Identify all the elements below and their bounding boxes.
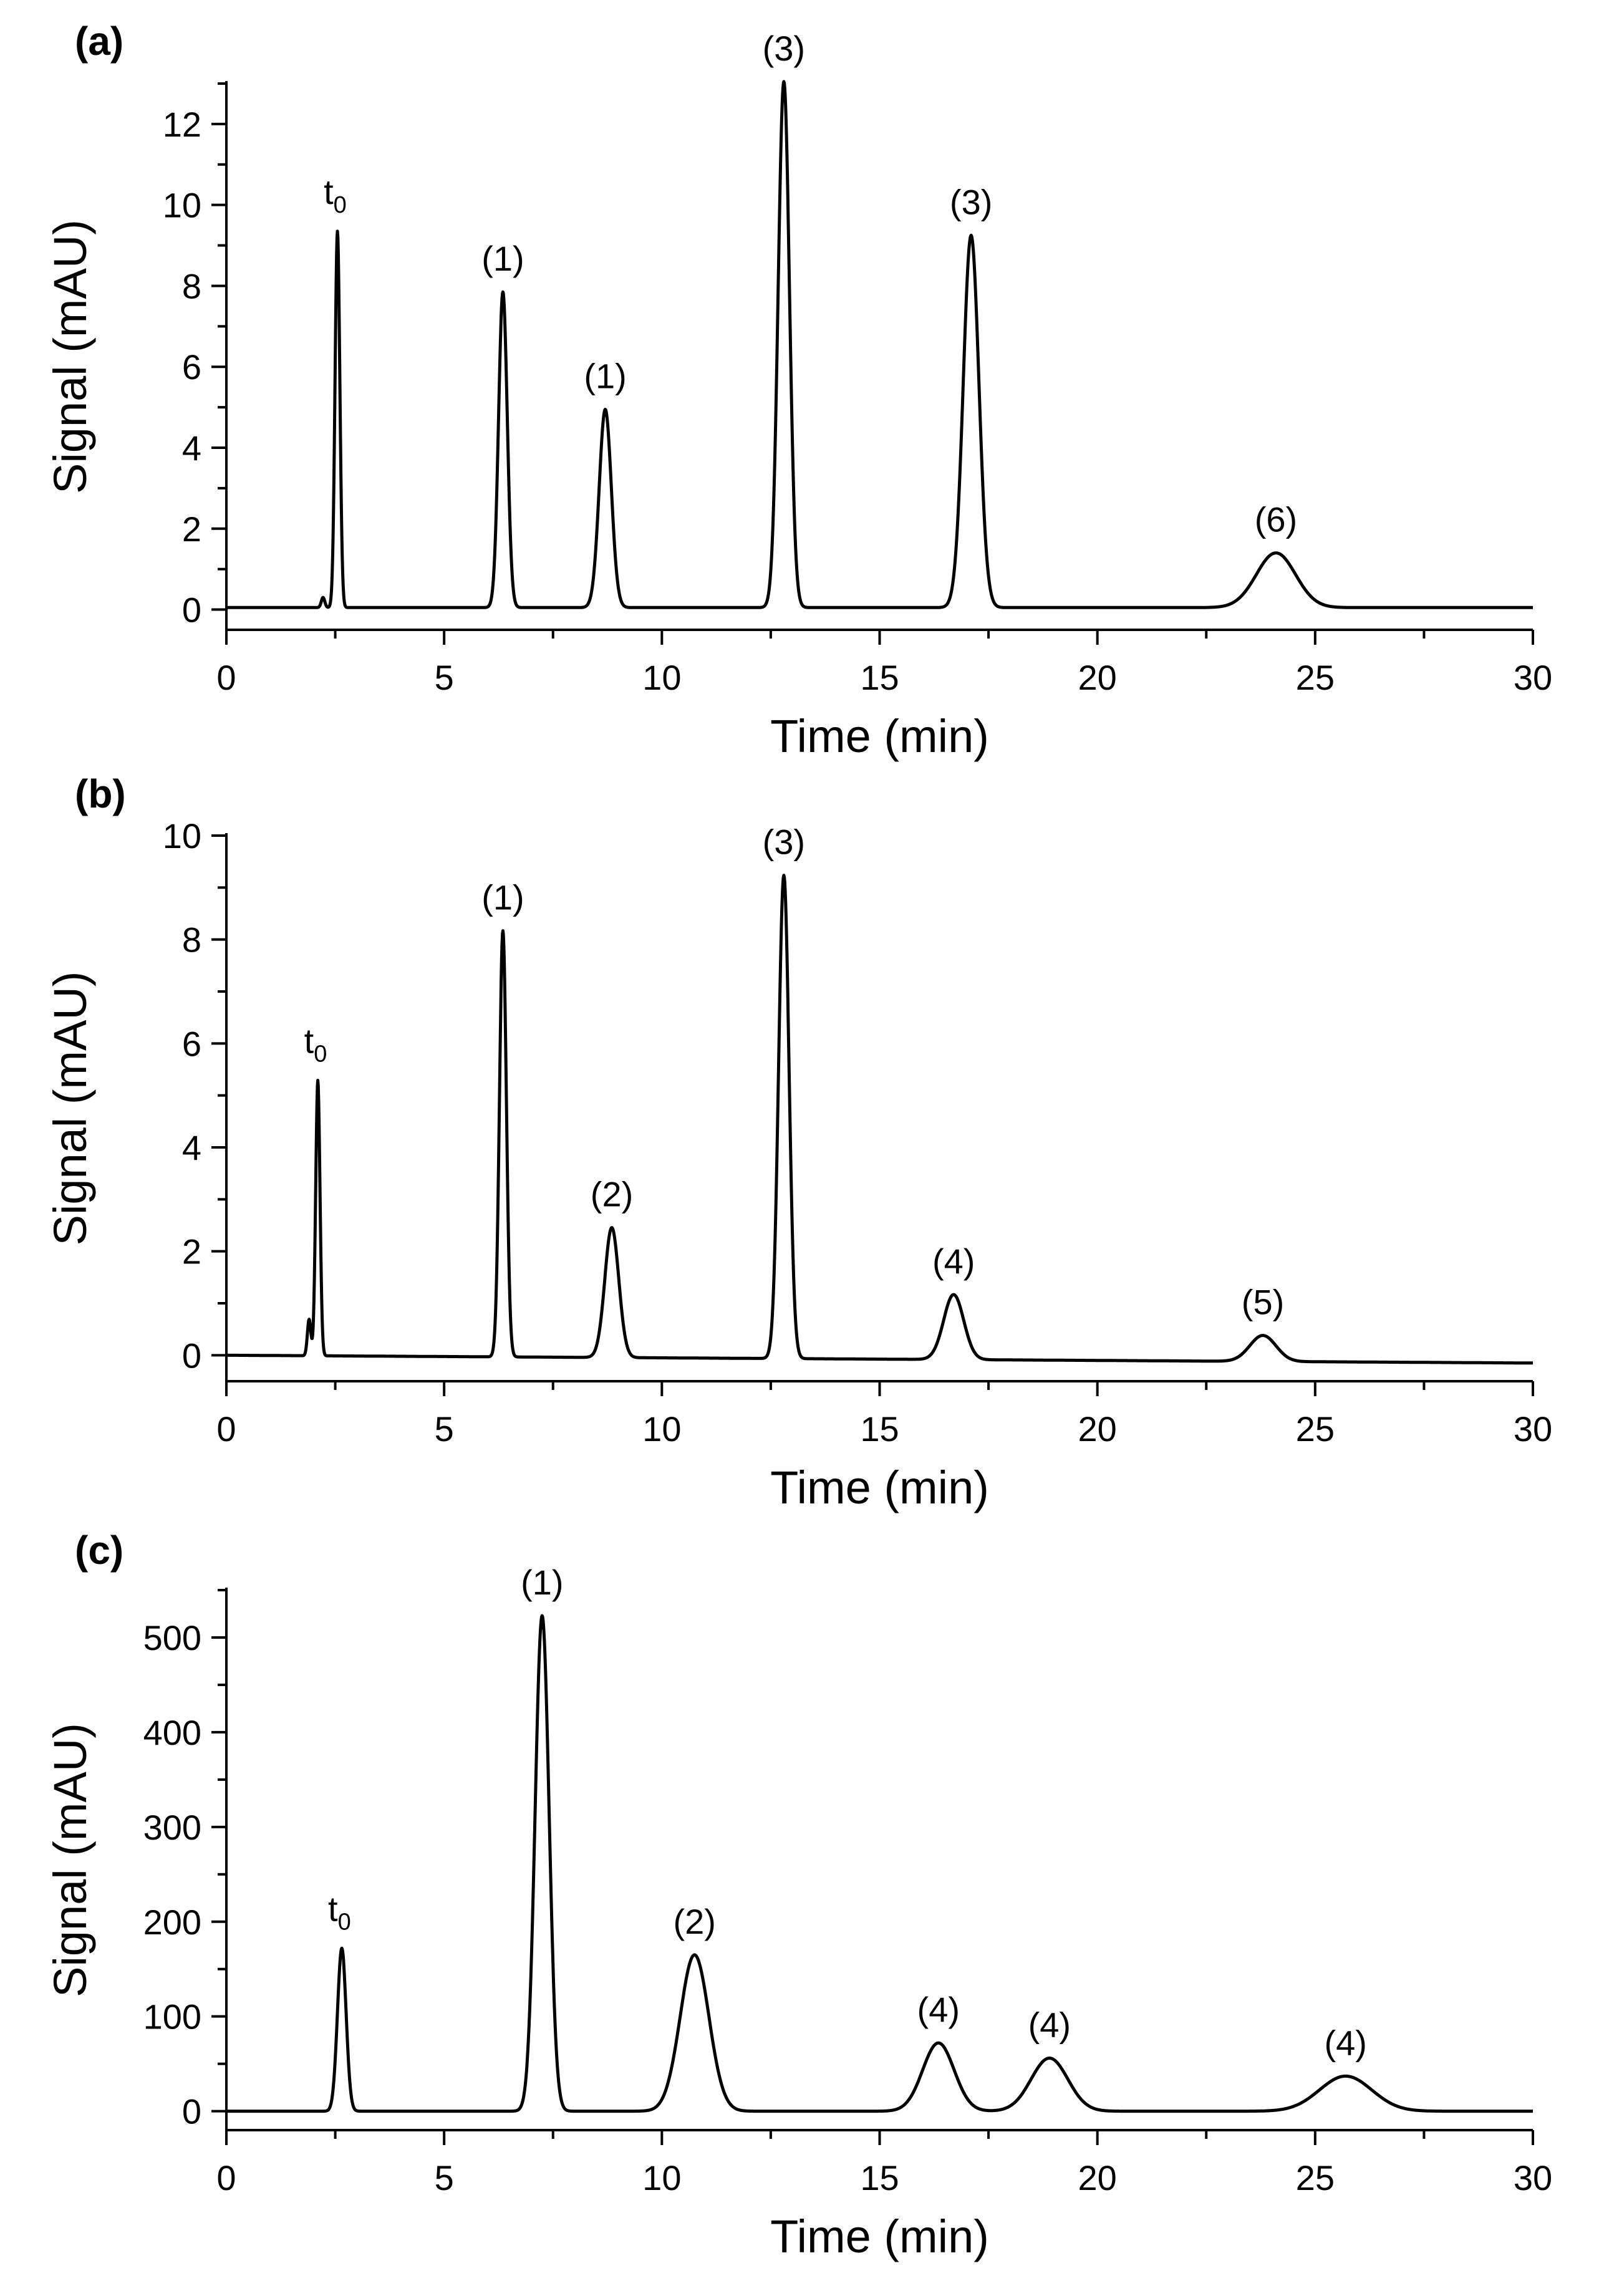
peak-label: (3) bbox=[763, 822, 805, 862]
peak-apex bbox=[604, 408, 607, 410]
x-tick-label: 25 bbox=[1296, 1409, 1335, 1449]
x-tick-label: 25 bbox=[1296, 2158, 1335, 2197]
x-tick-label: 30 bbox=[1514, 2158, 1552, 2197]
y-tick-label: 12 bbox=[163, 105, 201, 144]
x-tick-label: 15 bbox=[860, 2158, 899, 2197]
y-axis-title: Signal (mAU) bbox=[44, 972, 96, 1246]
x-tick-label: 20 bbox=[1078, 658, 1117, 697]
peak-apex bbox=[322, 596, 324, 599]
y-tick-label: 500 bbox=[143, 1618, 201, 1657]
peak-label: (1) bbox=[481, 878, 524, 917]
peak-label: t0 bbox=[328, 1889, 351, 1935]
peak-apex bbox=[693, 1954, 696, 1956]
peak-label: (3) bbox=[950, 182, 992, 221]
y-tick-label: 6 bbox=[182, 1024, 201, 1063]
peak-label: t0 bbox=[304, 1021, 327, 1068]
panel-label: (c) bbox=[75, 1528, 123, 1573]
x-tick-label: 30 bbox=[1514, 1409, 1552, 1449]
x-tick-label: 10 bbox=[642, 2158, 681, 2197]
peak-apex bbox=[783, 80, 785, 83]
peak-apex bbox=[308, 1318, 311, 1321]
x-tick-label: 0 bbox=[216, 658, 236, 697]
y-tick-label: 400 bbox=[143, 1713, 201, 1752]
peak-apex bbox=[783, 874, 785, 877]
peak-label: (1) bbox=[584, 356, 626, 395]
peak-apex bbox=[1048, 2057, 1051, 2060]
peak-apex bbox=[611, 1227, 613, 1229]
y-axis-title: Signal (mAU) bbox=[44, 219, 96, 494]
peak-label: (4) bbox=[1028, 2005, 1071, 2045]
peak-apex bbox=[937, 2042, 940, 2044]
panel-b: (b) 0 5 10 15 20 25 30 0 2 4 6 8 10 Time (min) Signal (… bbox=[44, 771, 1552, 1513]
panel-label: (b) bbox=[75, 771, 126, 816]
x-tick-label: 15 bbox=[860, 658, 899, 697]
peak-apex bbox=[336, 230, 339, 233]
x-tick-label: 10 bbox=[642, 1409, 681, 1449]
y-tick-label: 0 bbox=[182, 2092, 201, 2131]
x-axis-title: Time (min) bbox=[770, 1462, 989, 1513]
chromatogram-trace bbox=[225, 1614, 1534, 2113]
peak-label: (1) bbox=[481, 239, 524, 278]
x-tick-label: 30 bbox=[1514, 658, 1552, 697]
peak-label: (4) bbox=[932, 1242, 975, 1281]
y-tick-label: 8 bbox=[182, 920, 201, 960]
x-axis-title: Time (min) bbox=[770, 710, 989, 762]
peak-apex bbox=[501, 930, 504, 932]
chromatogram-trace bbox=[225, 874, 1534, 1365]
y-tick-label: 0 bbox=[182, 591, 201, 630]
y-tick-label: 0 bbox=[182, 1336, 201, 1375]
peak-label: (4) bbox=[917, 1990, 960, 2029]
x-tick-label: 15 bbox=[860, 1409, 899, 1449]
peak-apex bbox=[970, 234, 972, 236]
peak-label: (3) bbox=[763, 29, 805, 68]
x-tick-label: 20 bbox=[1078, 2158, 1117, 2197]
y-tick-label: 6 bbox=[182, 347, 201, 387]
y-tick-label: 4 bbox=[182, 1128, 201, 1167]
peak-apex bbox=[501, 291, 504, 293]
peak-apex bbox=[1262, 1334, 1264, 1337]
y-tick-label: 10 bbox=[163, 186, 201, 225]
panel-a: (a) 0 5 10 15 20 25 30 0 2 4 6 8 10 12 Time (min) Signal… bbox=[44, 19, 1552, 762]
y-tick-label: 2 bbox=[182, 509, 201, 549]
peak-apex bbox=[1275, 552, 1277, 554]
y-axis-title: Signal (mAU) bbox=[44, 1723, 96, 1997]
x-tick-label: 0 bbox=[216, 2158, 236, 2197]
peak-apex bbox=[317, 1079, 319, 1082]
peak-label: (4) bbox=[1324, 2023, 1366, 2062]
y-tick-label: 100 bbox=[143, 1997, 201, 2037]
x-tick-label: 5 bbox=[435, 1409, 454, 1449]
x-tick-label: 20 bbox=[1078, 1409, 1117, 1449]
peak-label: (5) bbox=[1242, 1283, 1284, 1322]
y-tick-label: 10 bbox=[163, 816, 201, 856]
x-tick-label: 10 bbox=[642, 658, 681, 697]
chromatogram-trace bbox=[225, 80, 1534, 609]
y-tick-label: 4 bbox=[182, 428, 201, 468]
y-tick-label: 300 bbox=[143, 1808, 201, 1847]
x-axis-title: Time (min) bbox=[770, 2211, 989, 2262]
x-tick-label: 5 bbox=[435, 2158, 454, 2197]
y-tick-label: 2 bbox=[182, 1232, 201, 1271]
peak-label: t0 bbox=[324, 172, 347, 218]
peak-label: (6) bbox=[1255, 500, 1297, 539]
peak-apex bbox=[341, 1947, 343, 1949]
y-tick-label: 200 bbox=[143, 1903, 201, 1942]
peak-apex bbox=[541, 1614, 543, 1617]
x-tick-label: 25 bbox=[1296, 658, 1335, 697]
peak-apex bbox=[952, 1293, 955, 1296]
panel-label: (a) bbox=[75, 19, 123, 64]
peak-label: (2) bbox=[591, 1175, 633, 1214]
y-tick-label: 8 bbox=[182, 266, 201, 306]
peak-label: (2) bbox=[673, 1902, 715, 1941]
peak-label: (1) bbox=[521, 1563, 563, 1602]
peak-apex bbox=[1345, 2075, 1347, 2077]
x-tick-label: 5 bbox=[435, 658, 454, 697]
x-tick-label: 0 bbox=[216, 1409, 236, 1449]
